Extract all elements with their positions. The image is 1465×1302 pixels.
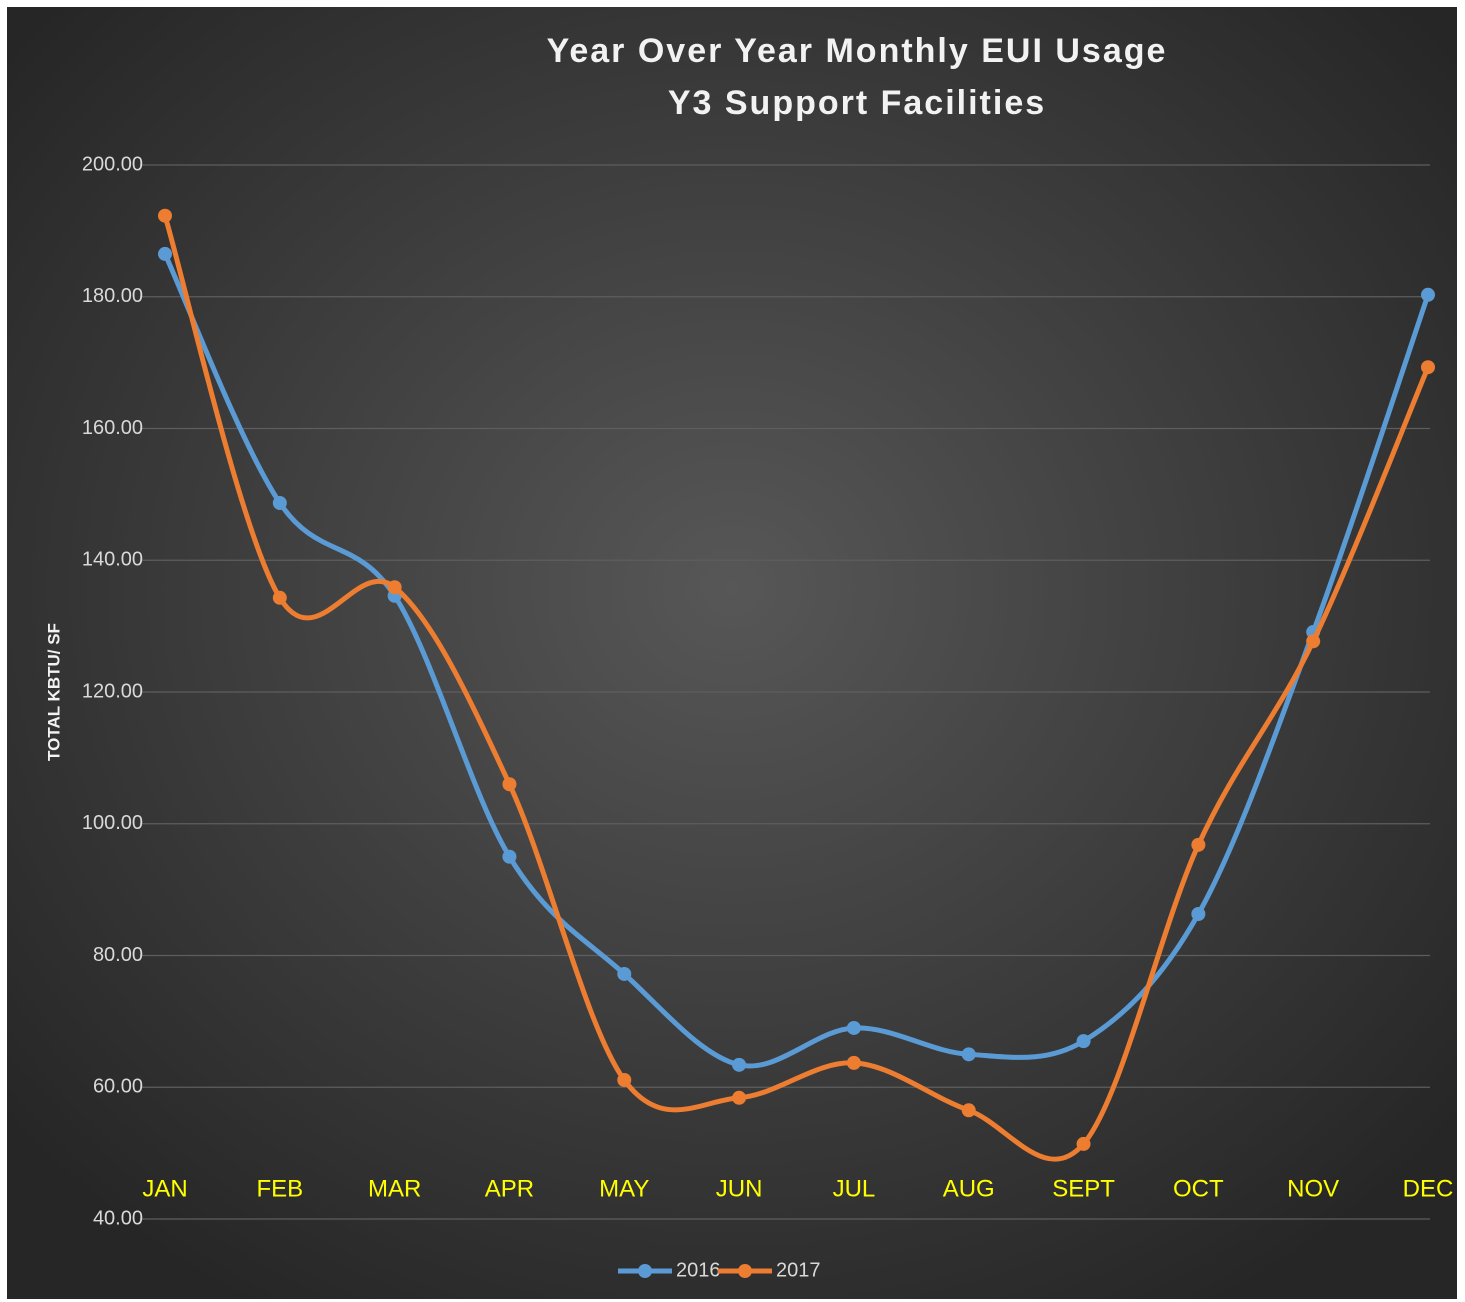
chart-background bbox=[7, 7, 1457, 1299]
point bbox=[272, 495, 287, 510]
x-tick-label: AUG bbox=[943, 1175, 995, 1202]
point bbox=[617, 966, 632, 981]
legend-marker bbox=[638, 1264, 652, 1278]
y-axis-label: TOTAL KBTU/ SF bbox=[44, 623, 63, 761]
point bbox=[502, 849, 517, 864]
point bbox=[961, 1047, 976, 1062]
x-tick-label: JUL bbox=[833, 1175, 876, 1202]
legend-label: 2016 bbox=[676, 1259, 721, 1281]
y-tick-label: 120.00 bbox=[82, 680, 143, 702]
point bbox=[158, 246, 172, 261]
y-tick-label: 140.00 bbox=[82, 549, 143, 571]
chart-title: Year Over Year Monthly EUI Usage bbox=[547, 32, 1168, 70]
x-tick-label: OCT bbox=[1173, 1175, 1224, 1202]
point bbox=[1306, 634, 1321, 649]
y-tick-label: 180.00 bbox=[82, 285, 143, 307]
point bbox=[1191, 837, 1206, 852]
point bbox=[1421, 360, 1435, 375]
point bbox=[1191, 906, 1206, 921]
point bbox=[732, 1057, 747, 1072]
x-tick-label: MAY bbox=[599, 1175, 649, 1202]
x-tick-label: APR bbox=[485, 1175, 534, 1202]
y-tick-label: 60.00 bbox=[93, 1076, 143, 1098]
x-tick-label: DEC bbox=[1403, 1175, 1454, 1202]
legend-label: 2017 bbox=[776, 1259, 821, 1281]
y-tick-label: 80.00 bbox=[93, 944, 143, 966]
chart-subtitle: Y3 Support Facilities bbox=[668, 84, 1046, 122]
x-tick-label: JUN bbox=[716, 1175, 763, 1202]
point bbox=[502, 777, 517, 792]
y-tick-label: 200.00 bbox=[82, 153, 143, 175]
point bbox=[617, 1073, 632, 1088]
point bbox=[387, 580, 402, 595]
point bbox=[158, 208, 172, 223]
y-tick-label: 100.00 bbox=[82, 812, 143, 834]
x-tick-label: MAR bbox=[368, 1175, 421, 1202]
point bbox=[272, 590, 287, 605]
legend-marker bbox=[738, 1264, 752, 1278]
x-tick-label: NOV bbox=[1287, 1175, 1339, 1202]
x-tick-label: FEB bbox=[256, 1175, 303, 1202]
point bbox=[846, 1020, 861, 1035]
point bbox=[961, 1103, 976, 1118]
x-tick-label: SEPT bbox=[1052, 1175, 1115, 1202]
x-tick-label: JAN bbox=[142, 1175, 187, 1202]
point bbox=[1421, 287, 1435, 302]
line bbox=[162, 251, 1431, 1069]
point bbox=[846, 1055, 861, 1070]
line bbox=[162, 213, 1431, 1162]
point bbox=[1076, 1034, 1091, 1049]
point bbox=[732, 1090, 747, 1105]
y-tick-label: 160.00 bbox=[82, 417, 143, 439]
point bbox=[1076, 1136, 1091, 1151]
y-tick-label: 40.00 bbox=[93, 1207, 143, 1229]
